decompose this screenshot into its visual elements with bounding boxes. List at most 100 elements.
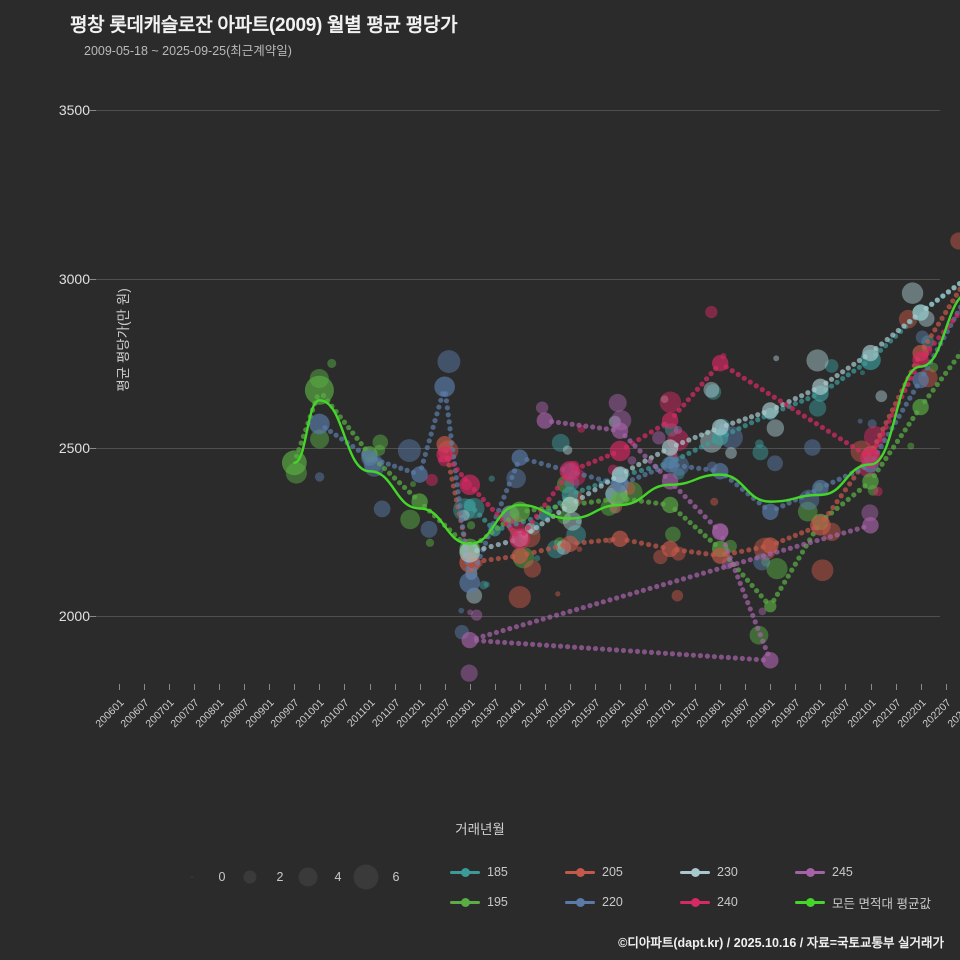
connector-dot xyxy=(692,447,698,453)
connector-dot xyxy=(447,469,454,475)
connector-dot xyxy=(748,414,755,420)
connector-dot xyxy=(648,649,655,655)
connector-dot xyxy=(590,424,596,430)
legend-item-240[interactable]: 240 xyxy=(680,890,738,914)
connector-dot xyxy=(910,415,916,422)
data-point xyxy=(859,370,865,376)
x-tick-mark xyxy=(870,684,872,690)
connector-dot xyxy=(771,394,777,400)
connector-dot xyxy=(627,591,633,597)
connector-dot xyxy=(747,379,753,385)
connector-dot xyxy=(502,554,509,561)
connector-dot xyxy=(579,487,586,493)
x-tick-mark xyxy=(945,684,947,690)
connector-dot xyxy=(834,532,840,538)
connector-dot xyxy=(900,407,906,413)
connector-dot xyxy=(560,610,566,616)
legend-item-245[interactable]: 245 xyxy=(795,860,853,884)
connector-dot xyxy=(856,364,862,370)
connector-dot xyxy=(552,504,559,510)
data-point xyxy=(661,540,679,558)
connector-dot xyxy=(789,405,795,412)
connector-dot xyxy=(576,422,582,428)
connector-dot xyxy=(956,281,960,287)
x-tick-mark xyxy=(594,684,596,690)
connector-dot xyxy=(646,541,652,548)
y-tick-label: 3000 xyxy=(58,270,90,287)
legend-label: 205 xyxy=(602,865,623,879)
connector-dot xyxy=(703,466,709,472)
connector-dot xyxy=(641,649,648,655)
x-tick-mark xyxy=(645,684,647,690)
data-point xyxy=(703,381,720,398)
data-point xyxy=(875,390,888,403)
data-point xyxy=(665,526,681,543)
data-point xyxy=(555,591,561,597)
x-tick-mark xyxy=(770,684,772,690)
connector-dot xyxy=(603,537,609,543)
connector-dot xyxy=(925,338,931,345)
connector-dot xyxy=(595,538,602,544)
connector-dot xyxy=(774,591,781,597)
connector-dot xyxy=(759,387,765,393)
connector-dot xyxy=(449,476,455,482)
data-point xyxy=(559,460,581,482)
connector-dot xyxy=(889,412,896,418)
data-point xyxy=(511,449,528,466)
data-point xyxy=(420,520,438,538)
size-legend-bubble xyxy=(191,876,193,878)
x-tick-mark xyxy=(344,684,346,690)
x-tick-mark xyxy=(469,684,471,690)
connector-dot xyxy=(845,496,851,502)
data-point xyxy=(461,631,478,649)
series-205 xyxy=(436,286,960,573)
legend-item-195[interactable]: 195 xyxy=(450,890,508,914)
x-tick-mark xyxy=(244,684,246,690)
legend-item-모든-면적대-평균값[interactable]: 모든 면적대 평균값 xyxy=(795,890,931,914)
connector-dot xyxy=(503,521,509,527)
size-legend-label: 2 xyxy=(276,870,284,884)
connector-dot xyxy=(910,389,917,395)
legend-item-205[interactable]: 205 xyxy=(565,860,623,884)
connector-dot xyxy=(750,612,756,619)
legend-item-220[interactable]: 220 xyxy=(565,890,623,914)
gridline xyxy=(96,278,940,280)
data-point xyxy=(535,401,549,414)
connector-dot xyxy=(780,406,786,412)
connector-dot xyxy=(531,549,537,555)
legend-item-185[interactable]: 185 xyxy=(450,860,508,884)
connector-dot xyxy=(588,499,594,505)
connector-dot xyxy=(840,369,846,375)
connector-dot xyxy=(786,535,792,541)
connector-dot xyxy=(396,480,403,486)
connector-dot xyxy=(851,361,857,367)
connector-dot xyxy=(592,645,599,652)
connector-dot xyxy=(629,465,636,471)
data-point xyxy=(411,493,428,510)
size-legend-label: 0 xyxy=(218,870,226,884)
connector-dot xyxy=(638,540,645,546)
legend-label: 195 xyxy=(487,895,508,909)
connector-dot xyxy=(637,448,643,454)
page-title: 평창 롯데캐슬로잔 아파트(2009) 월별 평균 평당가 xyxy=(70,15,458,36)
connector-dot xyxy=(573,606,580,613)
connector-dot xyxy=(926,393,932,399)
connector-dot xyxy=(546,496,552,502)
connector-dot xyxy=(789,567,795,573)
connector-dot xyxy=(795,409,801,415)
connector-dot xyxy=(465,566,471,572)
x-tick-mark xyxy=(269,684,271,690)
legend-swatch-icon xyxy=(680,865,710,879)
connector-dot xyxy=(298,440,304,446)
data-point xyxy=(304,375,334,405)
data-point xyxy=(659,391,682,414)
connector-dot xyxy=(459,524,466,530)
connector-dot xyxy=(801,413,807,419)
x-tick-mark xyxy=(795,684,797,690)
connector-dot xyxy=(740,587,746,593)
data-point xyxy=(425,473,438,487)
data-point xyxy=(361,449,378,466)
connector-dot xyxy=(681,402,687,408)
connector-dot xyxy=(598,483,604,489)
legend-item-230[interactable]: 230 xyxy=(680,860,738,884)
